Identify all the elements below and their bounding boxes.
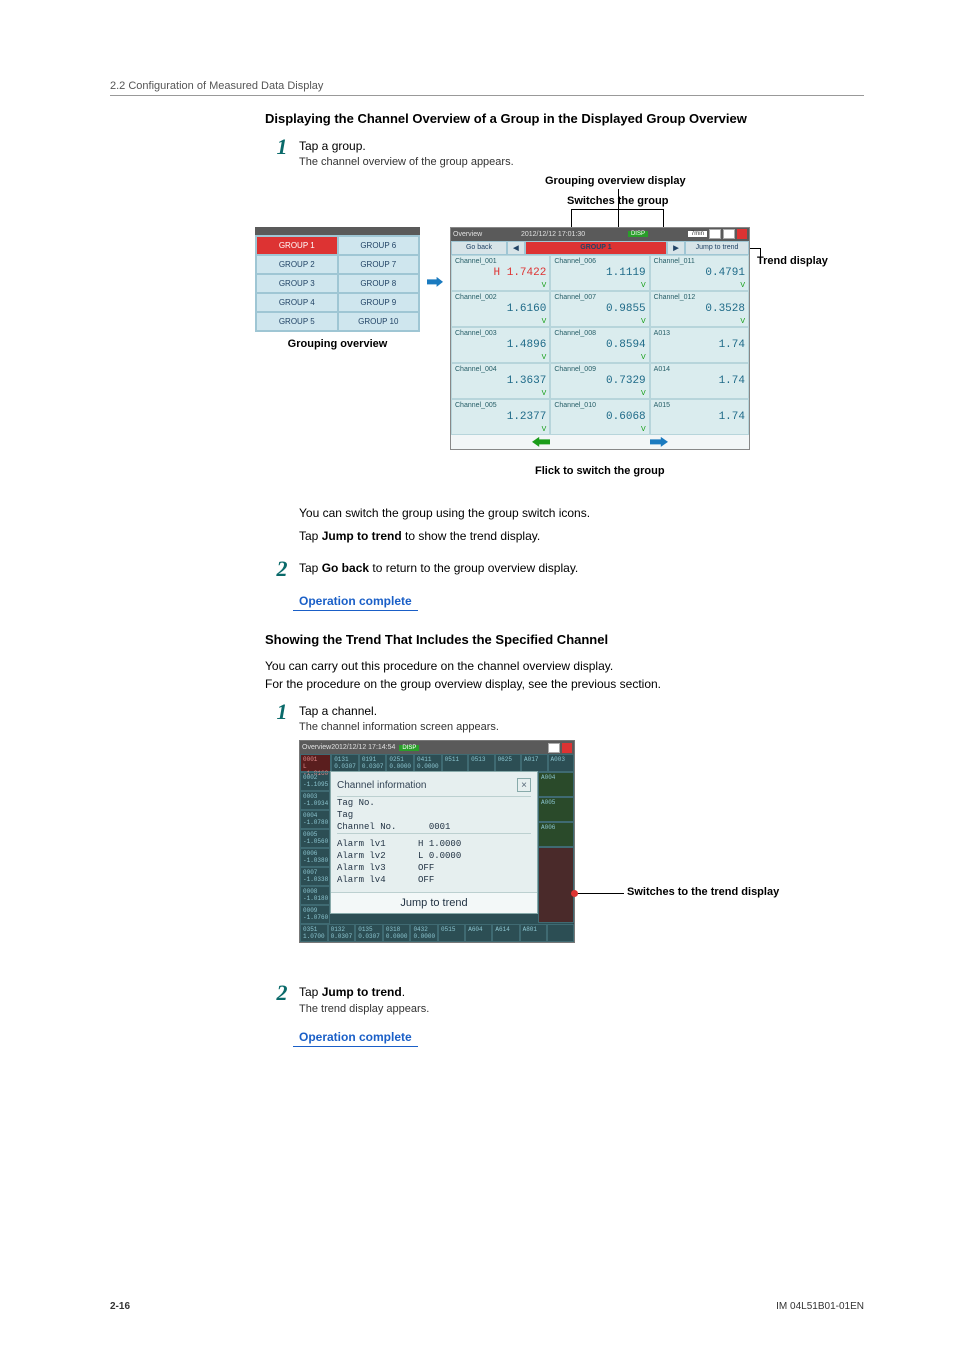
para-switch-group: You can switch the group using the group… (299, 505, 864, 522)
subsection-title-1: Displaying the Channel Overview of a Gro… (265, 110, 864, 128)
close-icon[interactable]: × (517, 778, 531, 792)
overview-label: Overview (453, 231, 482, 238)
alarm-row: Alarm lv2 L 0.0000 (337, 850, 531, 862)
group-button[interactable]: GROUP 6 (338, 236, 420, 255)
alarm-row: Alarm lv4 OFF (337, 874, 531, 886)
operation-complete: Operation complete (293, 592, 418, 611)
toolbar2-icon[interactable] (723, 229, 735, 239)
toolbar1-icon[interactable] (709, 229, 721, 239)
b2-step1-sub: The channel information screen appears. (299, 720, 864, 736)
section-header: 2.2 Configuration of Measured Data Displ… (110, 80, 864, 96)
flick-right-icon[interactable] (650, 437, 668, 447)
callout-flick: Flick to switch the group (535, 465, 665, 477)
channel-cell[interactable]: Channel_0061.1119V (550, 255, 649, 291)
timestamp: 2012/12/12 17:01:30 (521, 231, 585, 238)
group-button[interactable]: GROUP 1 (256, 236, 338, 255)
prev-group-icon[interactable]: ◀ (507, 241, 525, 255)
b2-step2-text: Tap Jump to trend. (299, 984, 864, 1001)
channel-no-row: Channel No. 0001 (337, 821, 531, 833)
channel-info-screenshot: Overview 2012/12/12 17:14:54 DISP 0001L … (299, 740, 575, 943)
diagram-group-overview: Grouping overview display Switches the g… (265, 175, 864, 495)
group-button[interactable]: GROUP 2 (256, 255, 338, 274)
callout-grouping-display: Grouping overview display (545, 175, 686, 187)
tag-label: Tag (337, 809, 531, 821)
channel-cell[interactable]: Channel_0080.8594V (550, 327, 649, 363)
go-back-button[interactable]: Go back (451, 241, 507, 255)
alarm-row: Alarm lv3 OFF (337, 862, 531, 874)
group-button[interactable]: GROUP 4 (256, 293, 338, 312)
tag-no-label: Tag No. (337, 797, 531, 809)
channel-cell[interactable]: Channel_0090.7329V (550, 363, 649, 399)
step-number: 1 (265, 701, 299, 723)
channel-cell[interactable]: A0151.74 (650, 399, 749, 435)
timestamp: 2012/12/12 17:14:54 (331, 744, 395, 751)
step-number: 2 (265, 982, 299, 1004)
popup-title: Channel information (337, 780, 427, 791)
channel-cell[interactable]: Channel_0110.4791V (650, 255, 749, 291)
channel-cell[interactable]: Channel_0041.3637V (451, 363, 550, 399)
step1-text: Tap a group. (299, 138, 864, 155)
group-button[interactable]: GROUP 8 (338, 274, 420, 293)
group-name: GROUP 1 (525, 241, 667, 255)
env-badge: 7min (688, 231, 707, 237)
channel-cell[interactable]: Channel_0070.9855V (550, 291, 649, 327)
arrow-right-icon (427, 277, 443, 287)
b2-step1-text: Tap a channel. (299, 703, 864, 720)
grouping-overview-caption: Grouping overview (255, 338, 420, 350)
disp-badge: DISP (399, 745, 419, 751)
b2-p1: You can carry out this procedure on the … (265, 658, 864, 675)
channel-cell[interactable]: Channel_0051.2377V (451, 399, 550, 435)
battery-icon (737, 229, 747, 239)
callout-switches-group: Switches the group (567, 195, 668, 207)
flick-left-icon[interactable] (532, 437, 550, 447)
step2-text: Tap Go back to return to the group overv… (299, 560, 864, 577)
b2-p2: For the procedure on the group overview … (265, 676, 864, 693)
battery-icon (562, 743, 572, 753)
document-id: IM 04L51B01-01EN (776, 1301, 864, 1312)
channel-info-popup: Channel information × Tag No. Tag Channe… (330, 771, 538, 914)
group-button[interactable]: GROUP 7 (338, 255, 420, 274)
jump-to-trend-button[interactable]: Jump to trend (685, 241, 749, 255)
alarm-row: Alarm lv1 H 1.0000 (337, 838, 531, 850)
grouplist-header (255, 227, 420, 235)
channel-cell[interactable]: Channel_0120.3528V (650, 291, 749, 327)
page-number: 2-16 (110, 1301, 130, 1312)
group-button[interactable]: GROUP 3 (256, 274, 338, 293)
step-number: 2 (265, 558, 299, 580)
toolbar-icon[interactable] (548, 743, 560, 753)
channel-cell[interactable]: Channel_0021.6160V (451, 291, 550, 327)
channel-cell[interactable]: A0141.74 (650, 363, 749, 399)
channel-overview: Overview 2012/12/12 17:01:30 DISP 7min G… (450, 227, 750, 450)
overview-label: Overview (302, 744, 331, 751)
para-jump-trend: Tap Jump to trend to show the trend disp… (299, 528, 864, 545)
group-button[interactable]: GROUP 5 (256, 312, 338, 331)
group-button[interactable]: GROUP 10 (338, 312, 420, 331)
step-number: 1 (265, 136, 299, 158)
b2-step2-sub: The trend display appears. (299, 1002, 864, 1018)
callout-dot (571, 890, 578, 897)
disp-badge: DISP (628, 231, 648, 237)
channel-cell[interactable]: Channel_0031.4896V (451, 327, 550, 363)
operation-complete: Operation complete (293, 1028, 418, 1047)
channel-cell[interactable]: Channel_001H 1.7422V (451, 255, 550, 291)
callout-switches-trend: Switches to the trend display (627, 886, 779, 898)
next-group-icon[interactable]: ▶ (667, 241, 685, 255)
channel-cell[interactable]: Channel_0100.6068V (550, 399, 649, 435)
group-button[interactable]: GROUP 9 (338, 293, 420, 312)
callout-trend-display: Trend display (757, 255, 828, 267)
jump-to-trend-button[interactable]: Jump to trend (331, 892, 537, 913)
grouping-overview-list: GROUP 1GROUP 6GROUP 2GROUP 7GROUP 3GROUP… (255, 227, 420, 350)
channel-cell[interactable]: A0131.74 (650, 327, 749, 363)
step1-sub: The channel overview of the group appear… (299, 155, 864, 171)
diagram-channel-info: Overview 2012/12/12 17:14:54 DISP 0001L … (299, 740, 864, 968)
subsection-title-2: Showing the Trend That Includes the Spec… (265, 631, 864, 649)
